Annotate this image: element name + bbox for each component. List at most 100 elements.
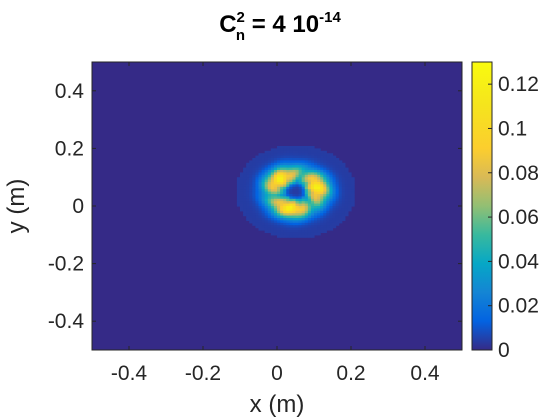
heatmap-cell xyxy=(258,153,263,157)
heatmap-cell xyxy=(317,232,321,236)
heatmap-cell xyxy=(304,225,309,229)
heatmap-cell xyxy=(295,182,300,185)
heatmap-cell xyxy=(286,196,290,200)
heatmap-cell xyxy=(314,227,318,231)
heatmap-cell xyxy=(304,213,309,217)
heatmap-cell xyxy=(326,196,331,200)
heatmap-cell xyxy=(292,234,297,238)
heatmap-cell xyxy=(240,196,244,200)
heatmap-cell xyxy=(264,160,269,164)
heatmap-cell xyxy=(317,186,321,190)
heatmap-cell xyxy=(261,186,266,190)
heatmap-cell xyxy=(332,184,337,188)
heatmap-cell xyxy=(301,150,306,154)
heatmap-cell xyxy=(273,206,278,209)
heatmap-cell xyxy=(323,184,327,188)
heatmap-cell xyxy=(301,184,306,188)
heatmap-cell xyxy=(332,194,337,197)
heatmap-cell xyxy=(277,155,281,159)
heatmap-cell xyxy=(307,227,312,231)
heatmap-cell xyxy=(295,148,300,152)
heatmap-cell xyxy=(320,177,324,181)
heatmap-cell xyxy=(243,179,247,183)
heatmap-cell xyxy=(295,234,300,238)
heatmap-cell xyxy=(270,220,275,224)
heatmap-cell xyxy=(304,184,309,188)
heatmap-cell xyxy=(320,182,324,185)
heatmap-cell xyxy=(304,148,309,152)
heatmap-cell xyxy=(273,158,278,161)
heatmap-cell xyxy=(267,198,272,202)
heatmap-cell xyxy=(255,165,260,169)
heatmap-cell xyxy=(292,172,297,176)
heatmap-cell xyxy=(258,203,263,207)
heatmap-cell xyxy=(317,172,321,176)
heatmap-cell xyxy=(286,208,290,212)
heatmap-cell xyxy=(280,177,284,181)
heatmap-cell xyxy=(289,167,294,171)
heatmap-cell xyxy=(258,158,263,161)
heatmap-cell xyxy=(289,162,294,166)
heatmap-cell xyxy=(267,177,272,181)
heatmap-cell xyxy=(341,213,346,217)
heatmap-cell xyxy=(329,179,334,183)
heatmap-cell xyxy=(329,158,334,161)
heatmap-cell xyxy=(277,189,281,193)
heatmap-cell xyxy=(283,220,287,224)
heatmap-cell xyxy=(261,155,266,159)
heatmap-cell xyxy=(310,179,315,183)
heatmap-cell xyxy=(261,170,266,173)
heatmap-cell xyxy=(320,184,324,188)
heatmap-cell xyxy=(264,215,269,219)
heatmap-cell xyxy=(295,162,300,166)
heatmap-cell xyxy=(264,222,269,226)
heatmap-cell xyxy=(270,162,275,166)
heatmap-cell xyxy=(255,179,260,183)
heatmap-cell xyxy=(246,210,250,214)
heatmap-cell xyxy=(335,186,340,190)
heatmap-cell xyxy=(307,155,312,159)
heatmap-cell xyxy=(320,158,324,161)
heatmap-cell xyxy=(298,218,303,221)
heatmap-cell xyxy=(255,191,260,195)
heatmap-cell xyxy=(341,162,346,166)
heatmap-cell xyxy=(280,230,284,233)
heatmap-cell xyxy=(338,194,343,197)
heatmap-cell xyxy=(283,208,287,212)
heatmap-cell xyxy=(270,158,275,161)
heatmap-cell xyxy=(338,215,343,219)
heatmap-cell xyxy=(323,225,327,229)
svg-text:C2n = 4 10-14: C2 n = 4 10-14 xyxy=(219,9,341,44)
heatmap-cell xyxy=(277,203,281,207)
heatmap-cell xyxy=(277,194,281,197)
heatmap-cell xyxy=(277,232,281,236)
heatmap-cell xyxy=(277,170,281,173)
heatmap-cell xyxy=(249,174,253,178)
heatmap-cell xyxy=(277,182,281,185)
heatmap-cell xyxy=(267,153,272,157)
heatmap-cell xyxy=(335,215,340,219)
heatmap-cell xyxy=(261,210,266,214)
heatmap-cell xyxy=(286,220,290,224)
heatmap-cell xyxy=(270,225,275,229)
heatmap-cell xyxy=(236,177,241,181)
heatmap-cell xyxy=(243,186,247,190)
heatmap-cell xyxy=(323,158,327,161)
heatmap-cell xyxy=(270,222,275,226)
heatmap-cell xyxy=(277,201,281,205)
heatmap-cell xyxy=(270,155,275,159)
heatmap-cell xyxy=(258,194,263,197)
heatmap-cell xyxy=(270,153,275,157)
heatmap-cell xyxy=(286,184,290,188)
heatmap-cell xyxy=(280,198,284,202)
heatmap-cell xyxy=(273,201,278,205)
heatmap-cell xyxy=(289,150,294,154)
heatmap-cell xyxy=(298,150,303,154)
heatmap-cell xyxy=(258,222,263,226)
heatmap-cell xyxy=(314,158,318,161)
heatmap-cell xyxy=(332,174,337,178)
heatmap-cell xyxy=(314,215,318,219)
heatmap-cell xyxy=(249,186,253,190)
heatmap-cell xyxy=(314,232,318,236)
heatmap-cell xyxy=(249,194,253,197)
